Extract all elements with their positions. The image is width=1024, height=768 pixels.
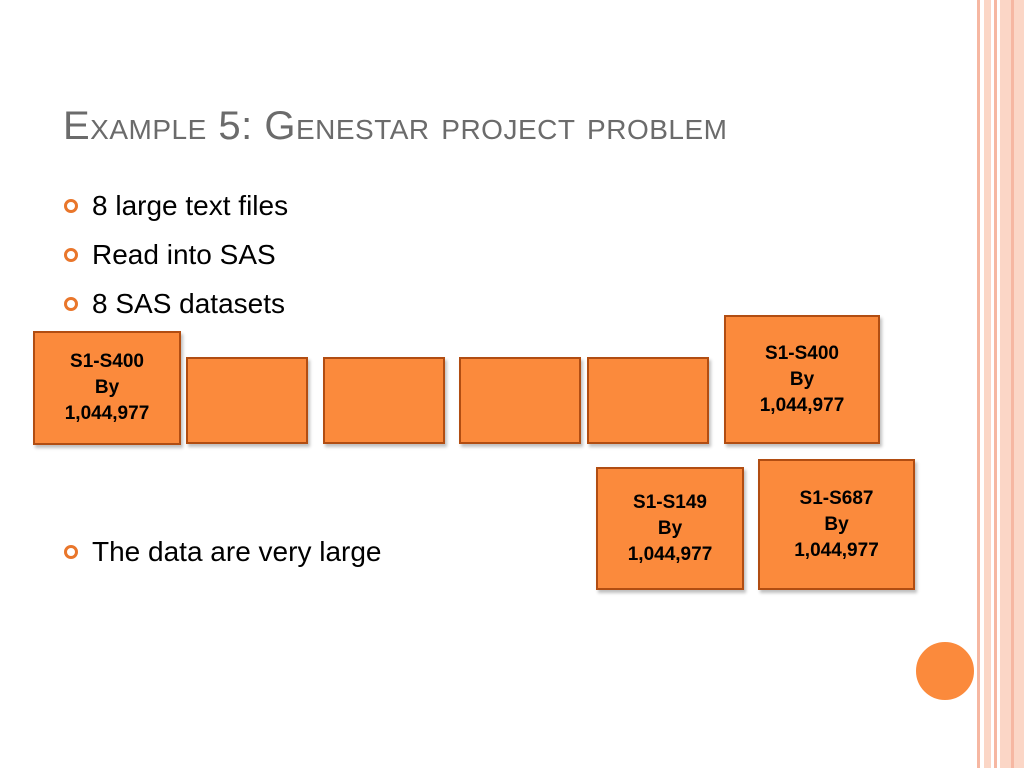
bullet-text: 8 large text files — [92, 190, 289, 221]
dataset-box-by: By — [824, 513, 849, 535]
dataset-box: S1-S149 By 1,044,977 — [596, 467, 744, 590]
dataset-box: S1-S400 By 1,044,977 — [724, 315, 880, 444]
dataset-box-by: By — [789, 368, 815, 390]
bullet-text: Read into SAS — [92, 239, 276, 270]
bullet-item: 8 large text files — [64, 190, 288, 222]
dataset-box-count: 1,044,977 — [627, 543, 713, 565]
dataset-box: S1-S687 By 1,044,977 — [758, 459, 915, 590]
decorative-stripe — [994, 0, 997, 768]
decorative-stripe — [977, 0, 980, 768]
bullet-item: 8 SAS datasets — [64, 288, 285, 320]
bullet-text: The data are very large — [92, 536, 382, 567]
dataset-box-count: 1,044,977 — [64, 403, 150, 424]
dataset-box — [323, 357, 445, 444]
bullet-circle-icon — [64, 248, 78, 262]
dataset-box-by: By — [657, 517, 683, 539]
slide-title: Example 5: Genestar project problem — [63, 104, 728, 148]
dataset-box-by: By — [94, 377, 120, 398]
bullet-text: 8 SAS datasets — [92, 288, 286, 319]
dataset-box-range: S1-S687 — [799, 487, 874, 509]
dataset-box-range: S1-S400 — [765, 342, 839, 364]
dataset-box-count: 1,044,977 — [759, 394, 845, 416]
decorative-stripe — [1011, 0, 1014, 768]
bullet-item: The data are very large — [64, 536, 382, 568]
bullet-item: Read into SAS — [64, 239, 276, 271]
decorative-circle — [914, 640, 976, 702]
dataset-box-range: S1-S400 — [70, 351, 144, 372]
decorative-stripe — [984, 0, 991, 768]
dataset-box — [186, 357, 308, 444]
bullet-circle-icon — [64, 545, 78, 559]
dataset-box-count: 1,044,977 — [794, 539, 879, 561]
bullet-circle-icon — [64, 199, 78, 213]
dataset-box — [459, 357, 581, 444]
dataset-box: S1-S400 By 1,044,977 — [33, 331, 181, 445]
dataset-box — [587, 357, 709, 444]
dataset-box-range: S1-S149 — [633, 491, 707, 513]
bullet-circle-icon — [64, 297, 78, 311]
